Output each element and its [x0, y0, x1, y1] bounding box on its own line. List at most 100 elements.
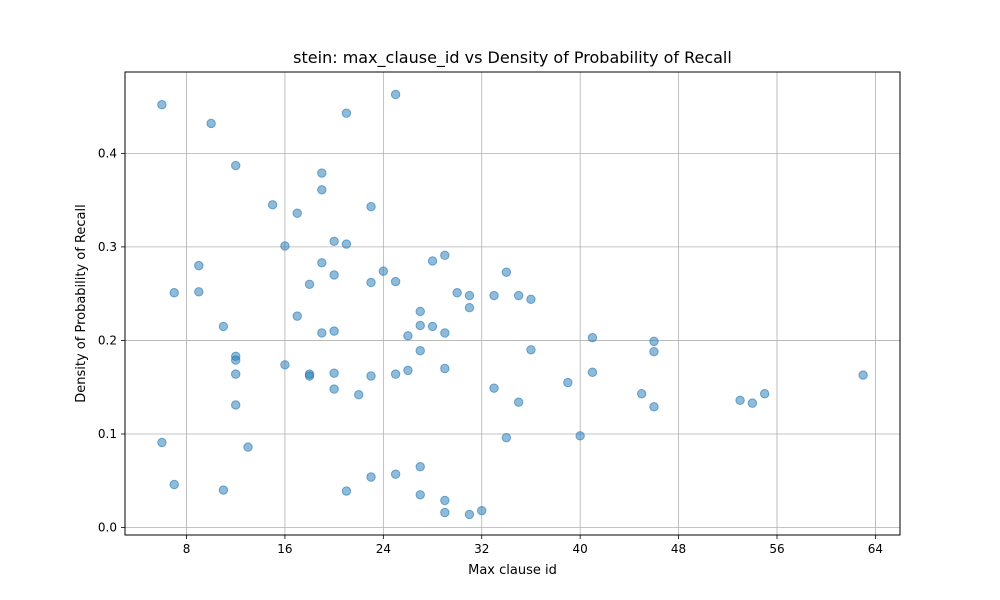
data-point: [526, 345, 536, 355]
y-axis-label: Density of Probability of Recall: [74, 204, 89, 403]
data-point: [317, 185, 327, 195]
data-point: [157, 100, 167, 110]
data-point: [440, 495, 450, 506]
data-point: [464, 303, 475, 313]
y-tick-label: 0.4: [98, 146, 117, 160]
data-point: [354, 389, 364, 400]
data-point: [329, 270, 339, 280]
data-point: [501, 433, 512, 443]
data-point: [575, 431, 585, 441]
data-point: [206, 118, 216, 129]
data-point: [341, 239, 352, 249]
data-point: [489, 290, 499, 301]
data-point: [329, 326, 339, 336]
data-point: [231, 369, 241, 379]
data-point: [513, 290, 524, 301]
data-point: [390, 369, 401, 379]
data-point: [304, 279, 315, 290]
data-point: [452, 288, 462, 298]
chart-title: stein: max_clause_id vs Density of Proba…: [293, 48, 732, 68]
data-point: [440, 328, 450, 338]
data-point: [440, 250, 450, 261]
data-point: [292, 311, 302, 321]
data-point: [341, 108, 352, 118]
axis-ticks: 8 16 24 32 40 48 56 64 0.0 0.1 0.2 0.3 0.4: [98, 146, 883, 556]
data-point: [218, 485, 229, 495]
data-point: [329, 368, 339, 378]
y-tick-label: 0.2: [98, 333, 117, 347]
data-point: [329, 384, 339, 394]
data-point: [231, 160, 241, 171]
data-point: [415, 306, 425, 317]
data-point: [317, 168, 327, 178]
x-tick-label: 64: [868, 542, 883, 556]
data-point: [415, 490, 425, 500]
data-point: [390, 469, 401, 479]
data-points: [157, 89, 868, 520]
x-tick-label: 56: [769, 542, 784, 556]
data-point: [747, 398, 758, 408]
y-tick-label: 0.0: [98, 521, 117, 535]
x-tick-label: 8: [183, 542, 191, 556]
data-point: [636, 389, 647, 399]
data-point: [194, 260, 204, 271]
data-point: [735, 395, 745, 406]
data-point: [157, 437, 167, 448]
data-point: [858, 370, 868, 380]
data-point: [415, 462, 425, 472]
y-tick-label: 0.3: [98, 240, 117, 254]
data-point: [427, 321, 438, 332]
x-tick-label: 24: [376, 542, 391, 556]
data-point: [366, 277, 376, 288]
data-point: [403, 331, 413, 341]
data-point: [477, 505, 487, 516]
data-point: [587, 367, 598, 377]
data-point: [415, 320, 425, 331]
data-point: [341, 486, 352, 496]
data-point: [390, 276, 401, 287]
data-point: [231, 355, 241, 365]
data-point: [169, 479, 179, 490]
x-tick-label: 32: [474, 542, 489, 556]
data-point: [415, 346, 425, 356]
x-tick-label: 16: [277, 542, 292, 556]
data-point: [317, 258, 327, 268]
data-point: [440, 507, 450, 518]
data-point: [366, 201, 376, 212]
data-point: [280, 241, 290, 251]
data-point: [329, 236, 339, 246]
data-point: [366, 371, 376, 381]
data-point: [587, 332, 598, 343]
data-point: [317, 328, 327, 338]
data-point: [489, 383, 499, 393]
data-point: [304, 371, 315, 381]
data-point: [243, 442, 253, 452]
data-point: [231, 400, 241, 410]
y-tick-label: 0.1: [98, 427, 117, 441]
x-tick-label: 40: [573, 542, 588, 556]
data-point: [526, 294, 536, 304]
plot-area-frame: [124, 71, 901, 536]
data-point: [280, 360, 290, 370]
data-point: [649, 346, 659, 357]
data-point: [440, 363, 450, 374]
data-point: [378, 266, 389, 276]
data-point: [649, 402, 659, 412]
data-point: [513, 397, 524, 407]
data-point: [427, 256, 438, 266]
data-point: [403, 365, 413, 376]
data-point: [501, 267, 512, 277]
data-point: [194, 287, 204, 297]
data-point: [390, 89, 401, 100]
data-point: [292, 208, 302, 218]
data-point: [649, 336, 659, 347]
data-point: [218, 321, 229, 332]
data-point: [366, 472, 376, 482]
data-point: [464, 290, 475, 301]
data-point: [759, 389, 770, 399]
data-point: [169, 288, 179, 298]
x-tick-label: 48: [671, 542, 686, 556]
data-point: [267, 200, 278, 210]
